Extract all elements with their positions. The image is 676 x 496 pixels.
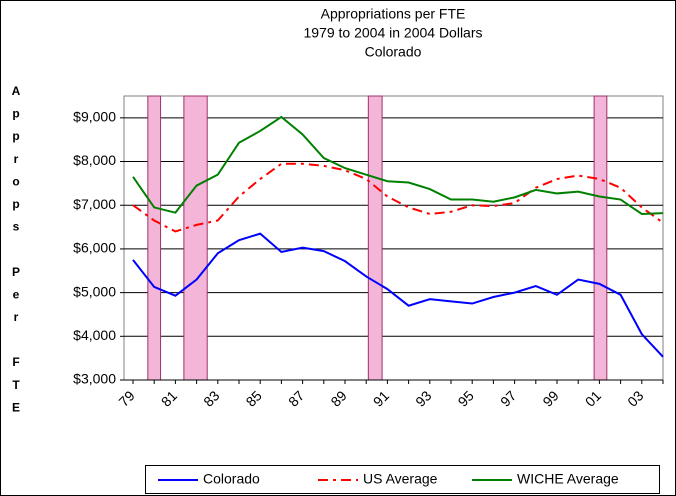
- y-tick-label: $8,000: [73, 152, 116, 168]
- y-tick-label: $6,000: [73, 240, 116, 256]
- series-line: [132, 232, 664, 358]
- legend-label: US Average: [363, 471, 438, 487]
- y-tick-label: $9,000: [73, 109, 116, 125]
- legend-label: WICHE Average: [517, 471, 619, 487]
- y-tick-label: $7,000: [73, 196, 116, 212]
- y-axis-label: Approps Per FTE: [9, 84, 23, 423]
- plot-area: [123, 95, 664, 381]
- chart-title: Appropriations per FTE: [321, 6, 466, 22]
- shaded-period: [183, 95, 208, 381]
- y-tick-label: $3,000: [73, 371, 116, 387]
- shaded-period: [367, 95, 383, 381]
- shaded-period: [147, 95, 162, 381]
- chart-title: Colorado: [365, 44, 422, 60]
- legend-box: [145, 465, 660, 494]
- y-tick-label: $4,000: [73, 327, 116, 343]
- chart-title: 1979 to 2004 in 2004 Dollars: [303, 25, 482, 41]
- series-line: [132, 115, 664, 215]
- series-line: [132, 162, 664, 233]
- legend-label: Colorado: [203, 471, 260, 487]
- y-tick-label: $5,000: [73, 283, 116, 299]
- shaded-period: [593, 95, 608, 381]
